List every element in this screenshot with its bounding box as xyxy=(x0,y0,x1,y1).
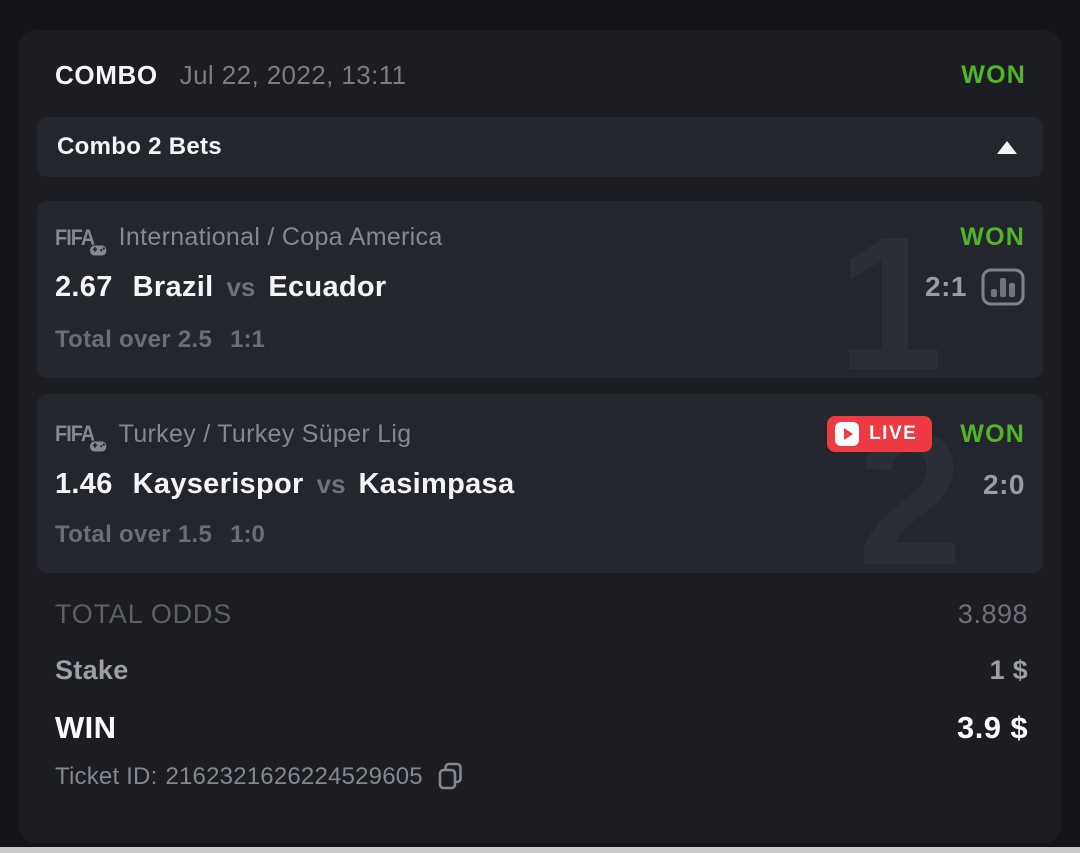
bet-1-market-row: Total over 2.5 1:1 xyxy=(55,326,1025,354)
ticket-id-value: 2162321626224529605 xyxy=(165,762,423,790)
combo-bets-label: Combo 2 Bets xyxy=(57,133,222,160)
score-wrap: 2:1 xyxy=(925,268,1025,306)
market-name: Total over 2.5 xyxy=(55,326,213,353)
ticket-header: COMBO Jul 22, 2022, 13:11 WON xyxy=(18,30,1062,91)
score-wrap: 2:0 xyxy=(983,469,1025,501)
league-wrap: FIFA International / Copa America xyxy=(55,223,443,256)
bet-status-badge: WON xyxy=(960,419,1025,448)
stake-value: 1 $ xyxy=(989,655,1028,685)
away-team: Kasimpasa xyxy=(358,468,515,500)
bet-2-badges: LIVE WON xyxy=(827,416,1025,452)
league-name: International / Copa America xyxy=(118,223,443,251)
copy-ticket-id-button[interactable] xyxy=(437,762,464,791)
bet-card-2: 2 FIFA Turkey / Turkey Süper Lig xyxy=(37,394,1043,573)
ticket-summary: TOTAL ODDS 3.898 Stake 1 $ WIN 3.9 $ xyxy=(18,573,1062,746)
collapse-triangle-up-icon[interactable] xyxy=(997,140,1017,154)
ticket-id-label: Ticket ID: xyxy=(55,762,158,790)
bet-2-match-row: 1.46 Kayserispor vs Kasimpasa 2:0 xyxy=(55,468,1025,501)
total-odds-row: TOTAL ODDS 3.898 xyxy=(55,599,1028,630)
fifa-gamepad-icon: FIFA xyxy=(55,225,107,256)
combo-bets-toggle[interactable]: Combo 2 Bets xyxy=(37,117,1043,177)
gamepad-icon xyxy=(88,440,107,453)
bet-status-badge: WON xyxy=(960,223,1025,251)
win-row: WIN 3.9 $ xyxy=(55,710,1028,746)
win-value: 3.9 $ xyxy=(957,710,1028,745)
odds-value: 2.67 xyxy=(55,270,113,303)
league-name: Turkey / Turkey Süper Lig xyxy=(118,419,412,448)
bet-2-league-row: FIFA Turkey / Turkey Süper Lig xyxy=(55,416,1025,453)
play-icon xyxy=(835,422,860,446)
ticket-id-row: Ticket ID: 2162321626224529605 xyxy=(18,746,1062,791)
bet-1-badges: WON xyxy=(960,223,1025,252)
ticket-status-badge: WON xyxy=(961,61,1026,89)
bet-1-league-row: FIFA International / Copa America WON xyxy=(55,223,1025,256)
market-score: 1:0 xyxy=(230,521,265,548)
bet-1-match-row: 2.67 Brazil vs Ecuador 2:1 xyxy=(55,268,1025,306)
stake-label: Stake xyxy=(55,655,129,685)
market-name: Total over 1.5 xyxy=(55,521,213,548)
copy-icon xyxy=(438,762,462,790)
total-odds-label: TOTAL ODDS xyxy=(55,599,233,629)
total-odds-value: 3.898 xyxy=(957,599,1028,629)
live-badge: LIVE xyxy=(827,416,933,452)
away-team: Ecuador xyxy=(268,270,387,303)
market-score: 1:1 xyxy=(230,326,265,353)
page-bottom-edge xyxy=(0,847,1080,853)
bet-ticket-card: COMBO Jul 22, 2022, 13:11 WON Combo 2 Be… xyxy=(18,30,1062,843)
vs-separator: vs xyxy=(316,469,346,499)
bet-2-market-row: Total over 1.5 1:0 xyxy=(55,521,1025,549)
bet-type-label: COMBO xyxy=(55,60,158,90)
bet-index-watermark: 1 xyxy=(837,201,943,378)
home-team: Kayserispor xyxy=(132,468,304,500)
match-score: 2:0 xyxy=(983,468,1025,500)
home-team: Brazil xyxy=(132,270,214,303)
odds-value: 1.46 xyxy=(55,468,113,500)
match-score: 2:1 xyxy=(925,271,967,302)
bet-datetime: Jul 22, 2022, 13:11 xyxy=(179,60,407,90)
win-label: WIN xyxy=(55,710,117,745)
vs-separator: vs xyxy=(226,271,256,302)
league-wrap: FIFA Turkey / Turkey Süper Lig xyxy=(55,419,412,453)
bar-chart-icon xyxy=(981,268,1025,306)
gamepad-icon xyxy=(88,244,107,256)
stake-row: Stake 1 $ xyxy=(55,655,1028,686)
bet-card-1: 1 FIFA International / Copa America xyxy=(37,201,1043,378)
live-label: LIVE xyxy=(869,423,918,444)
fifa-gamepad-icon: FIFA xyxy=(55,421,107,453)
match-stats-button[interactable] xyxy=(981,268,1025,306)
